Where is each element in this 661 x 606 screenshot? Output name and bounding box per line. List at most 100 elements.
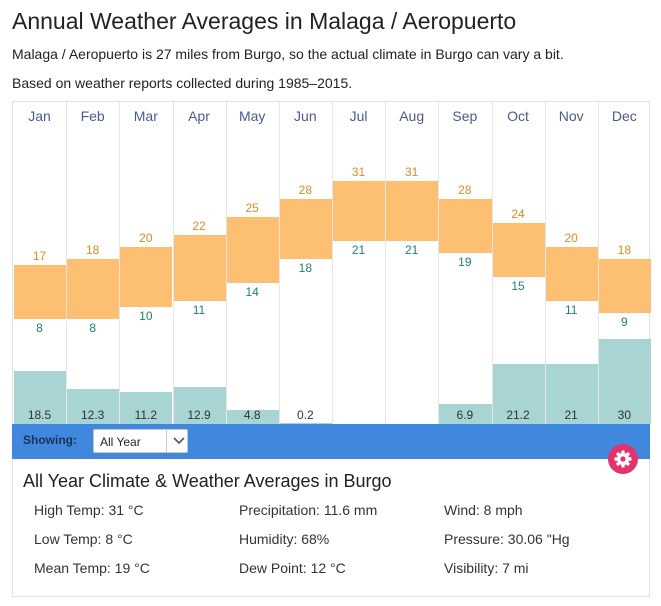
temp-range-bar-sep [439, 199, 492, 253]
low-temp-label-mar: 10 [139, 309, 153, 323]
precip-bar-jan [14, 371, 67, 424]
page-title: Annual Weather Averages in Malaga / Aero… [12, 8, 517, 34]
low-temp-label-apr: 11 [192, 303, 206, 317]
period-select[interactable]: All Year [93, 429, 188, 453]
temp-range-bar-apr [173, 235, 226, 301]
column-divider [278, 102, 280, 425]
period-select-value: All Year [100, 435, 141, 449]
column-divider [172, 102, 174, 425]
high-temp-label-feb: 18 [85, 243, 100, 257]
column-divider [438, 102, 440, 425]
month-label-aug: Aug [399, 108, 425, 124]
column-divider [597, 102, 599, 425]
high-temp-label-jan: 17 [32, 249, 47, 263]
high-temp-label-may: 25 [245, 201, 259, 215]
precip-bar-jun [279, 423, 332, 424]
precip-bar-sep [439, 404, 492, 424]
high-temp-label-aug: 31 [405, 165, 419, 179]
temp-range-bar-jun [279, 199, 332, 259]
high-temp-label-nov: 20 [564, 231, 578, 245]
precip-label-jan: 18.5 [27, 408, 52, 422]
temp-range-bar-aug [386, 181, 439, 241]
high-temp-label-dec: 18 [617, 243, 632, 257]
precip-label-sep: 6.9 [456, 408, 474, 422]
low-temp-label-jan: 8 [36, 321, 43, 335]
precip-bar-oct [492, 363, 545, 424]
temp-range-bar-feb [67, 259, 120, 319]
weather-chart: Jan 17 8 18.5 Feb 18 8 12.3 Mar 20 10 11.2 Apr 22 11 12… [12, 101, 652, 425]
column-divider [225, 102, 227, 425]
precip-label-feb: 12.3 [80, 408, 105, 422]
averages-panel: All Year Climate & Weather Averages in B… [12, 459, 650, 597]
high-temp-label-apr: 22 [192, 219, 206, 233]
precip-bar-nov [545, 364, 598, 424]
temp-range-bar-jan [14, 265, 67, 319]
settings-button[interactable] [608, 444, 638, 474]
month-label-jul: Jul [349, 108, 368, 124]
low-temp-label-feb: 8 [89, 321, 96, 335]
month-label-may: May [238, 108, 266, 124]
precip-label-oct: 21.2 [506, 408, 530, 422]
month-label-nov: Nov [558, 108, 584, 124]
high-temp-label-mar: 20 [139, 231, 153, 245]
precip-bar-feb [67, 388, 120, 424]
high-temp-label-sep: 28 [458, 183, 472, 197]
stat-high-temp: High Temp: 31 °C [34, 502, 144, 518]
month-label-oct: Oct [507, 108, 529, 124]
low-temp-label-sep: 19 [458, 255, 472, 269]
low-temp-label-jun: 18 [298, 261, 313, 275]
precip-label-mar: 11.2 [134, 408, 158, 422]
low-temp-label-jul: 21 [351, 243, 366, 257]
stat-humidity: Humidity: 68% [239, 531, 330, 547]
chevron-down-icon [173, 437, 185, 445]
temp-range-bar-nov [545, 247, 598, 301]
precip-bar-may [226, 410, 279, 424]
month-label-apr: Apr [188, 108, 210, 124]
column-divider [332, 102, 334, 425]
column-divider [544, 102, 546, 425]
period-toolbar: Showing: All Year [12, 424, 650, 459]
month-label-mar: Mar [133, 108, 158, 124]
stat-pressure: Pressure: 30.06 "Hg [444, 531, 570, 547]
precip-label-apr: 12.9 [187, 408, 211, 422]
distance-note: Malaga / Aeropuerto is 27 miles from Bur… [12, 46, 564, 62]
panel-title: All Year Climate & Weather Averages in B… [23, 471, 392, 491]
column-divider [385, 102, 387, 425]
high-temp-label-jun: 28 [298, 183, 313, 197]
precip-bar-apr [173, 387, 226, 424]
column-divider [491, 102, 493, 425]
column-divider [119, 102, 121, 425]
temp-range-bar-mar [120, 247, 173, 307]
temp-range-bar-oct [492, 223, 545, 277]
precip-label-dec: 30 [617, 408, 632, 422]
precip-bar-dec [598, 338, 652, 424]
stat-mean-temp: Mean Temp: 19 °C [34, 560, 150, 576]
stat-dew-point: Dew Point: 12 °C [239, 560, 346, 576]
data-period-note: Based on weather reports collected durin… [12, 75, 353, 91]
low-temp-label-nov: 11 [564, 303, 578, 317]
stat-precipitation: Precipitation: 11.6 mm [239, 502, 378, 518]
stat-low-temp: Low Temp: 8 °C [34, 531, 133, 547]
precip-bar-mar [120, 392, 173, 424]
showing-label: Showing: [23, 433, 77, 447]
precip-label-nov: 21 [564, 408, 578, 422]
stat-wind: Wind: 8 mph [444, 502, 523, 518]
month-label-feb: Feb [80, 108, 105, 124]
month-label-dec: Dec [611, 108, 637, 124]
column-divider [66, 102, 68, 425]
low-temp-label-may: 14 [245, 285, 259, 299]
temp-range-bar-jul [333, 181, 386, 241]
stat-visibility: Visibility: 7 mi [444, 560, 529, 576]
select-divider [166, 430, 167, 452]
temp-range-bar-may [226, 217, 279, 283]
gear-icon [614, 450, 632, 468]
low-temp-label-aug: 21 [405, 243, 419, 257]
month-label-jan: Jan [28, 108, 51, 124]
low-temp-label-dec: 9 [621, 315, 628, 329]
high-temp-label-jul: 31 [351, 165, 366, 179]
high-temp-label-oct: 24 [511, 207, 525, 221]
temp-range-bar-dec [598, 259, 652, 313]
precip-label-jun: 0.2 [297, 408, 314, 422]
month-label-sep: Sep [452, 108, 478, 124]
low-temp-label-oct: 15 [511, 279, 525, 293]
